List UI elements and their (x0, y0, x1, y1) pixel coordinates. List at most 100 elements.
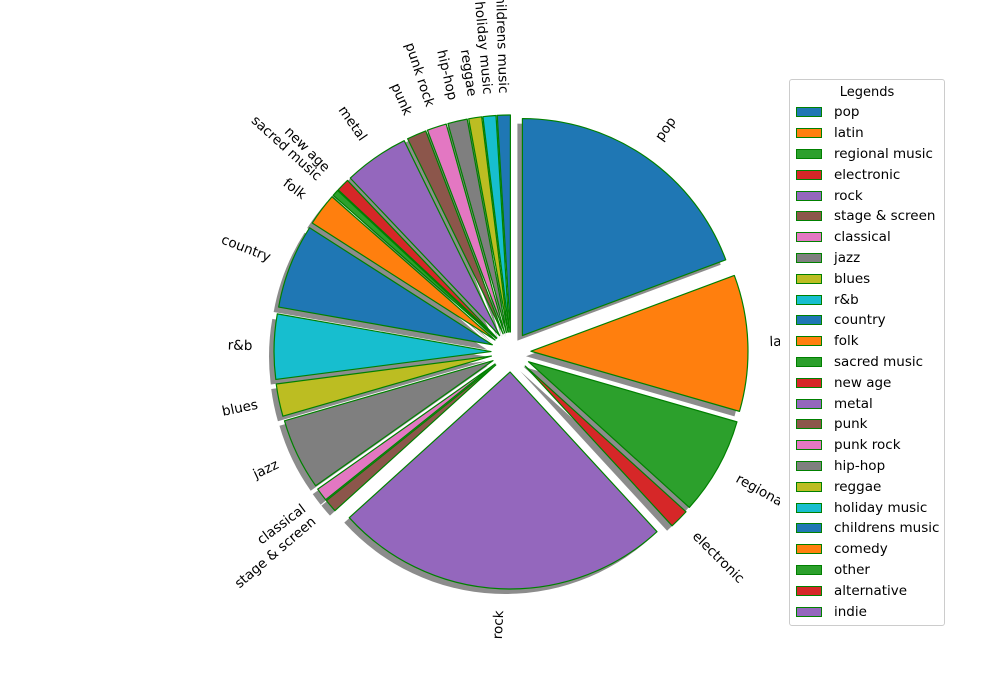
legend-items: pop latin regional music electronic rock stag… (790, 102, 944, 622)
slice-label-blues: blues (221, 397, 260, 420)
slice-label-punk: punk (387, 81, 415, 118)
legend-item-hip-hop: hip-hop (790, 456, 944, 477)
slice-folk (311, 196, 496, 341)
slice-punk (407, 130, 504, 335)
legend-swatch (796, 211, 822, 222)
legend-item-folk: folk (790, 331, 944, 352)
legend-swatch (796, 336, 822, 347)
slice-label-latin: latin (769, 333, 780, 350)
legend-item-classical: classical (790, 227, 944, 248)
slice-label-folk: folk (280, 175, 309, 203)
slice-reggae (468, 116, 509, 333)
legend-label: classical (834, 229, 891, 246)
slice-punk-rock (426, 123, 506, 334)
legend-item-indie: indie (790, 601, 944, 622)
legend-swatch (796, 148, 822, 159)
slice-electronic (524, 365, 687, 527)
legend-swatch (796, 169, 822, 180)
pie-wedges (273, 114, 749, 590)
legend-swatch (796, 523, 822, 534)
legend-swatch (796, 419, 822, 430)
slice-label-hip-hop: hip-hop (433, 48, 460, 101)
slice-label-jazz: jazz (250, 457, 281, 483)
slice-rock (348, 371, 658, 590)
slice-label-country: country (219, 232, 273, 266)
legend-item-childrens-music: childrens music (790, 518, 944, 539)
slice-holiday-music (482, 114, 510, 333)
legend-swatch (796, 502, 822, 513)
legend-item-holiday-music: holiday music (790, 497, 944, 518)
slice-shadow-blues (271, 361, 487, 422)
slice-jazz (283, 360, 494, 487)
slice-label-rock: rock (490, 610, 507, 640)
legend-item-other: other (790, 560, 944, 581)
legend-swatch (796, 481, 822, 492)
legend-swatch (796, 377, 822, 388)
legend-label: sacred music (834, 353, 924, 370)
legend-item-alternative: alternative (790, 580, 944, 601)
slice-pop (521, 117, 727, 337)
legend-label: folk (834, 333, 859, 350)
legend-label: pop (834, 104, 860, 121)
legend-item-randb: r&b (790, 289, 944, 310)
legend-item-reggae: reggae (790, 476, 944, 497)
legend-label: new age (834, 374, 892, 391)
legend-swatch (796, 440, 822, 451)
legend-item-new-age: new age (790, 372, 944, 393)
legend-label: jazz (834, 249, 861, 266)
legend-item-country: country (790, 310, 944, 331)
slice-label-regional-music: regional music (733, 471, 780, 533)
legend-label: stage & screen (834, 208, 936, 225)
slice-metal (349, 140, 501, 337)
legend-item-latin: latin (790, 123, 944, 144)
legend-item-comedy: comedy (790, 539, 944, 560)
legend-label: other (834, 561, 870, 578)
legend-label: comedy (834, 541, 888, 558)
slice-label-metal: metal (335, 103, 370, 144)
slice-latin (530, 274, 749, 412)
legend-label: electronic (834, 166, 901, 183)
legend-label: punk rock (834, 437, 901, 454)
slice-stage-and-screen (325, 364, 497, 512)
legend-label: country (834, 312, 886, 329)
legend-item-jazz: jazz (790, 248, 944, 269)
legend-label: blues (834, 270, 871, 287)
legend-swatch (796, 232, 822, 243)
legend-item-punk-rock: punk rock (790, 435, 944, 456)
slice-country (278, 227, 493, 346)
legend-item-punk: punk (790, 414, 944, 435)
legend-item-electronic: electronic (790, 164, 944, 185)
legend-label: latin (834, 125, 864, 142)
legend-label: alternative (834, 582, 908, 599)
legend-label: indie (834, 603, 867, 620)
legend-swatch (796, 107, 822, 118)
slice-label-randb: r&b (228, 338, 253, 355)
legend: Legends pop latin regional music electronic… (789, 79, 945, 626)
slice-childrens-music (496, 114, 511, 333)
slice-randb (273, 313, 492, 381)
legend-swatch (796, 398, 822, 409)
slice-sacred-music (332, 189, 497, 340)
legend-swatch (796, 273, 822, 284)
legend-swatch (796, 294, 822, 305)
legend-swatch (796, 460, 822, 471)
slice-regional-music (527, 361, 738, 509)
slice-new-age (337, 179, 498, 339)
legend-label: hip-hop (834, 457, 886, 474)
slice-classical (317, 363, 496, 501)
slice-label-childrens-music: childrens music (492, 0, 511, 94)
legend-label: childrens music (834, 520, 940, 537)
legend-label: regional music (834, 145, 933, 162)
legend-item-regional-music: regional music (790, 144, 944, 165)
legend-swatch (796, 356, 822, 367)
legend-swatch (796, 128, 822, 139)
legend-label: metal (834, 395, 873, 412)
slice-label-electronic: electronic (689, 529, 747, 587)
legend-item-sacred-music: sacred music (790, 352, 944, 373)
legend-item-blues: blues (790, 268, 944, 289)
legend-swatch (796, 252, 822, 263)
legend-item-pop: pop (790, 102, 944, 123)
legend-swatch (796, 564, 822, 575)
legend-title: Legends (839, 85, 895, 100)
